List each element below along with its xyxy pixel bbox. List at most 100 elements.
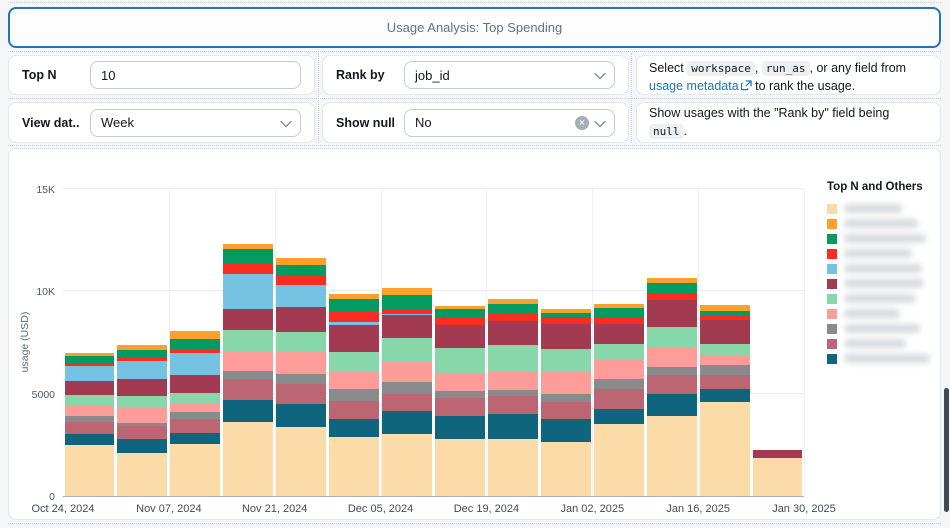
bar-segment[interactable]: [223, 422, 274, 496]
bar-segment[interactable]: [487, 298, 538, 304]
stacked-bar-Nov 14, 2024[interactable]: [223, 189, 274, 496]
bar-segment[interactable]: [223, 244, 274, 250]
bar-segment[interactable]: [276, 352, 327, 375]
bar-segment[interactable]: [752, 449, 803, 458]
bar-segment[interactable]: [170, 352, 221, 376]
bar-segment[interactable]: [382, 382, 432, 394]
bar-segment[interactable]: [117, 349, 168, 358]
bar-segment[interactable]: [593, 388, 644, 409]
legend-item[interactable]: [827, 261, 940, 276]
stacked-bar-Jan 09, 2025[interactable]: [646, 189, 697, 496]
bar-segment[interactable]: [435, 309, 485, 319]
legend-item[interactable]: [827, 351, 940, 366]
bar-segment[interactable]: [593, 360, 644, 379]
bar-segment[interactable]: [170, 331, 221, 340]
bar-segment[interactable]: [64, 394, 115, 406]
bar-segment[interactable]: [540, 372, 591, 394]
bar-segment[interactable]: [329, 312, 380, 323]
bar-segment[interactable]: [435, 416, 485, 439]
bar-segment[interactable]: [170, 375, 221, 393]
bar-segment[interactable]: [170, 392, 221, 404]
bar-segment[interactable]: [435, 306, 485, 310]
bar-segment[interactable]: [329, 419, 380, 438]
bar-segment[interactable]: [223, 249, 274, 265]
bar-segment[interactable]: [117, 357, 168, 361]
bar-segment[interactable]: [593, 323, 644, 344]
legend-item[interactable]: [827, 291, 940, 306]
bar-segment[interactable]: [382, 410, 432, 435]
bar-segment[interactable]: [223, 273, 274, 309]
bar-segment[interactable]: [329, 372, 380, 389]
bar-segment[interactable]: [329, 298, 380, 313]
bar-segment[interactable]: [223, 352, 274, 371]
bar-segment[interactable]: [699, 365, 750, 376]
legend-item[interactable]: [827, 201, 940, 216]
legend-item[interactable]: [827, 216, 940, 231]
bar-segment[interactable]: [64, 356, 115, 364]
bar-segment[interactable]: [117, 438, 168, 454]
legend-item[interactable]: [827, 246, 940, 261]
bar-segment[interactable]: [64, 433, 115, 445]
stacked-bar-Oct 24, 2024[interactable]: [64, 189, 115, 496]
bar-segment[interactable]: [223, 308, 274, 331]
bar-segment[interactable]: [117, 423, 168, 427]
stacked-bar-Dec 26, 2024[interactable]: [540, 189, 591, 496]
bar-segment[interactable]: [329, 294, 380, 299]
bar-segment[interactable]: [646, 300, 697, 327]
bar-segment[interactable]: [64, 381, 115, 395]
bar-segment[interactable]: [276, 374, 327, 385]
bar-segment[interactable]: [593, 408, 644, 424]
bar-segment[interactable]: [329, 388, 380, 401]
bar-segment[interactable]: [487, 413, 538, 439]
bar-segment[interactable]: [487, 396, 538, 414]
bar-segment[interactable]: [64, 366, 115, 382]
bar-segment[interactable]: [117, 453, 168, 496]
bar-segment[interactable]: [435, 318, 485, 325]
bar-segment[interactable]: [699, 311, 750, 316]
stacked-bar-Dec 19, 2024[interactable]: [487, 189, 538, 496]
clear-selection-icon[interactable]: ×: [575, 115, 589, 130]
bar-segment[interactable]: [64, 416, 115, 423]
view-data-select[interactable]: Week: [90, 108, 301, 137]
bar-segment[interactable]: [540, 348, 591, 373]
rank-by-select[interactable]: job_id: [404, 61, 615, 89]
stacked-bar-Jan 23, 2025[interactable]: [752, 189, 803, 496]
bar-segment[interactable]: [699, 388, 750, 403]
legend-item[interactable]: [827, 306, 940, 321]
bar-segment[interactable]: [276, 285, 327, 308]
bar-segment[interactable]: [540, 442, 591, 496]
bar-segment[interactable]: [117, 360, 168, 380]
bar-segment[interactable]: [487, 314, 538, 322]
bar-segment[interactable]: [64, 422, 115, 434]
bar-segment[interactable]: [276, 404, 327, 428]
bar-segment[interactable]: [170, 443, 221, 496]
bar-segment[interactable]: [487, 438, 538, 496]
bar-segment[interactable]: [170, 339, 221, 350]
bar-segment[interactable]: [699, 315, 750, 321]
legend-item[interactable]: [827, 321, 940, 336]
vertical-scrollbar-thumb[interactable]: [944, 388, 949, 512]
bar-segment[interactable]: [276, 427, 327, 496]
bar-segment[interactable]: [593, 378, 644, 389]
bar-segment[interactable]: [223, 330, 274, 353]
bar-segment[interactable]: [699, 375, 750, 389]
bar-segment[interactable]: [223, 378, 274, 401]
bar-segment[interactable]: [329, 352, 380, 373]
bar-segment[interactable]: [276, 384, 327, 405]
bar-segment[interactable]: [540, 418, 591, 443]
bar-segment[interactable]: [170, 419, 221, 433]
top-n-value[interactable]: [101, 67, 290, 83]
bar-segment[interactable]: [435, 372, 485, 392]
bar-segment[interactable]: [170, 349, 221, 353]
bar-segment[interactable]: [487, 321, 538, 345]
bar-segment[interactable]: [435, 324, 485, 348]
bar-segment[interactable]: [593, 316, 644, 324]
stacked-bar-Jan 16, 2025[interactable]: [699, 189, 750, 496]
bar-segment[interactable]: [117, 344, 168, 350]
bar-segment[interactable]: [540, 317, 591, 324]
bar-segment[interactable]: [540, 312, 591, 318]
bar-segment[interactable]: [646, 283, 697, 294]
bar-segment[interactable]: [117, 379, 168, 396]
bar-segment[interactable]: [699, 305, 750, 312]
bar-segment[interactable]: [540, 323, 591, 349]
